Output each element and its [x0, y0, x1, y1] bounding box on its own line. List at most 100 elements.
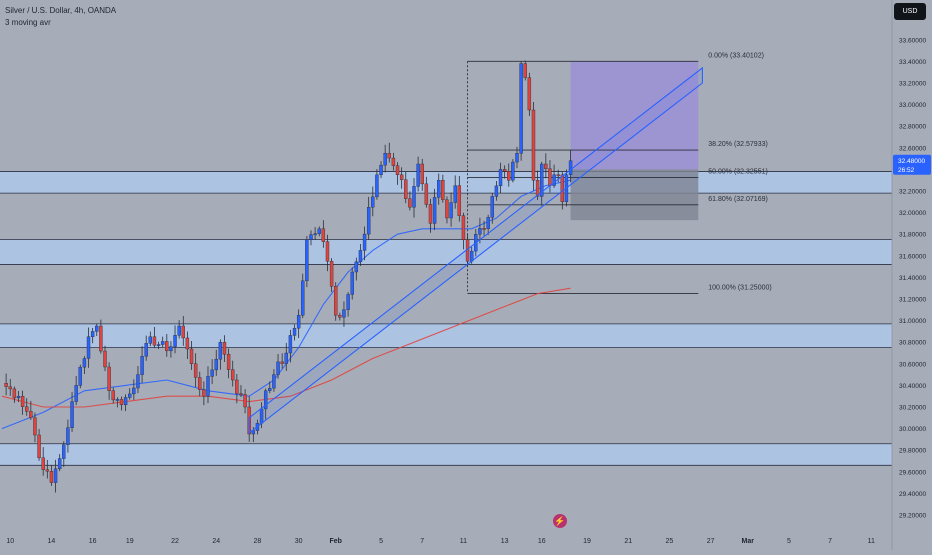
candle-45	[185, 337, 190, 350]
candle-28	[115, 399, 120, 401]
candle-46	[189, 348, 194, 365]
candle-21	[86, 336, 91, 359]
candle-9	[37, 434, 41, 459]
candle-110	[453, 185, 457, 203]
candle-136	[560, 174, 565, 203]
x-tick-label: 7	[420, 538, 424, 545]
candle-31	[128, 393, 132, 398]
candle-101	[416, 163, 420, 187]
candle-53	[218, 342, 223, 360]
candle-14	[57, 458, 62, 470]
candle-117	[482, 228, 486, 230]
candle-32	[132, 387, 136, 395]
zone-1	[0, 239, 892, 265]
candle-77	[317, 228, 321, 234]
candle-65	[268, 387, 272, 391]
x-tick-label: 11	[868, 538, 875, 545]
candle-52	[214, 358, 218, 371]
x-tick-label: 27	[707, 538, 715, 545]
price-axis	[892, 0, 932, 550]
lightning-icon[interactable]: ⚡	[553, 514, 567, 528]
y-tick-label: 29.60000	[899, 469, 926, 476]
y-tick-label: 32.60000	[899, 145, 926, 152]
candle-57	[235, 379, 239, 394]
candle-44	[181, 325, 185, 339]
candle-116	[478, 228, 482, 235]
candle-125	[515, 152, 519, 163]
target-zone	[570, 61, 699, 170]
candle-104	[428, 204, 433, 224]
candle-85	[350, 271, 354, 295]
candle-56	[231, 369, 235, 381]
candle-121	[498, 169, 503, 187]
indicator-label[interactable]: 3 moving avr	[5, 18, 51, 27]
chart-title: Silver / U.S. Dollar, 4h, OANDA	[5, 6, 117, 15]
moving-average-1	[1, 287, 571, 408]
x-tick-label: 13	[501, 538, 509, 545]
candle-33	[136, 374, 140, 389]
x-tick-label: 24	[212, 538, 220, 545]
candle-18	[74, 385, 78, 402]
candle-67	[276, 361, 280, 375]
candle-123	[507, 171, 511, 181]
candle-41	[169, 346, 173, 352]
candle-42	[173, 335, 177, 347]
candle-43	[177, 325, 181, 336]
candle-23	[95, 325, 99, 332]
candle-74	[305, 239, 309, 282]
x-tick-label: 5	[787, 538, 791, 545]
candle-3	[12, 388, 17, 399]
candle-86	[354, 261, 359, 273]
x-tick-label: 21	[624, 538, 632, 545]
candle-2	[8, 386, 12, 390]
candle-89	[366, 206, 371, 235]
y-tick-label: 31.00000	[899, 318, 926, 325]
x-tick-label: 28	[254, 538, 262, 545]
candle-109	[449, 202, 453, 219]
candle-126	[519, 63, 523, 154]
candle-70	[288, 335, 293, 354]
candle-105	[432, 197, 437, 224]
y-tick-label: 31.80000	[899, 232, 926, 239]
candle-1	[4, 383, 8, 387]
candle-138	[568, 160, 573, 175]
candle-118	[486, 217, 490, 230]
candle-40	[165, 341, 169, 352]
candle-96	[395, 165, 400, 175]
x-tick-label: 7	[828, 538, 832, 545]
x-tick-label: 10	[6, 538, 14, 545]
candle-132	[544, 163, 548, 169]
candle-36	[148, 336, 153, 344]
candle-133	[548, 168, 552, 186]
candle-55	[226, 353, 231, 370]
y-tick-label: 32.20000	[899, 189, 926, 196]
currency-button[interactable]: USD	[894, 3, 926, 20]
candle-131	[540, 163, 544, 197]
x-tick-label: Mar	[741, 538, 754, 545]
candle-94	[387, 152, 391, 159]
candle-7	[29, 411, 33, 418]
candle-92	[379, 164, 383, 175]
fib-label-1: 38.20% (32.57933)	[708, 141, 768, 148]
candle-35	[144, 343, 148, 357]
candle-59	[243, 394, 247, 408]
y-tick-label: 30.20000	[899, 405, 926, 412]
candle-76	[313, 233, 317, 236]
candle-87	[358, 250, 363, 263]
candle-91	[375, 174, 379, 198]
candle-120	[494, 185, 499, 197]
candle-83	[342, 309, 346, 318]
candle-97	[399, 174, 404, 180]
current-price-label	[893, 154, 931, 175]
candle-6	[25, 406, 29, 412]
candle-135	[556, 174, 560, 177]
candle-103	[424, 183, 429, 205]
y-tick-label: 29.20000	[899, 513, 926, 520]
candle-66	[272, 374, 276, 389]
candle-82	[338, 315, 342, 318]
fib-label-0: 0.00% (33.40102)	[708, 52, 764, 59]
candle-27	[111, 390, 115, 401]
candle-73	[301, 280, 305, 316]
